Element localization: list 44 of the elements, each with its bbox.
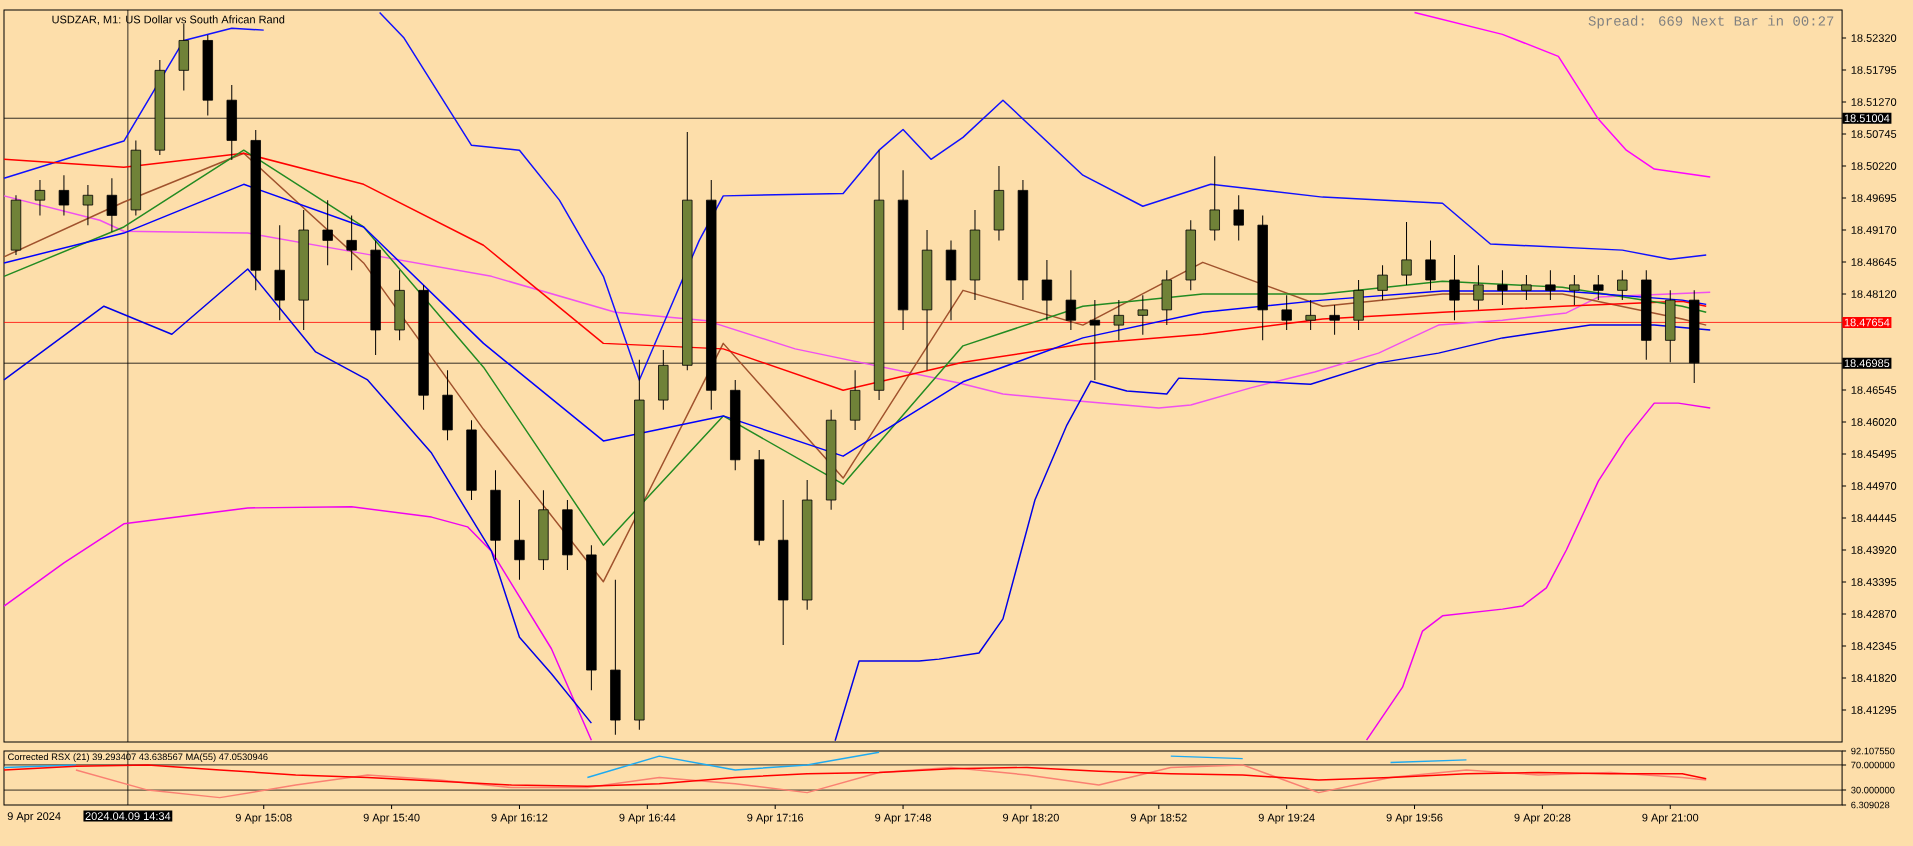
- y-tick-label: 92.107550: [1851, 747, 1895, 755]
- y-tick-label: 6.309028: [1851, 801, 1890, 809]
- y-tick-label: 18.50745: [1851, 130, 1897, 138]
- y-tick-label: 18.45495: [1851, 450, 1897, 458]
- chart-title: USDZAR, M1: US Dollar vs South African Rand: [52, 15, 285, 25]
- ref-line-label: 2024.04.09 14:34: [85, 812, 171, 820]
- y-tick-label: 18.41295: [1851, 706, 1897, 714]
- y-tick-label: 18.49170: [1851, 226, 1897, 234]
- chart-title: Corrected RSX (21) 39.293407 43.638567 MA(55) 47.0530946: [8, 753, 268, 762]
- ref-line-label: 18.46985: [1844, 359, 1890, 368]
- x-tick-label: 9 Apr 21:00: [1642, 813, 1699, 824]
- y-tick-label: 18.43920: [1851, 546, 1897, 554]
- x-tick-label: 9 Apr 20:28: [1514, 813, 1571, 824]
- y-tick-label: 30.000000: [1851, 786, 1895, 794]
- x-tick-label: 9 Apr 16:44: [619, 813, 676, 824]
- y-tick-label: 18.49695: [1851, 194, 1897, 202]
- x-tick-label: 9 Apr 18:52: [1130, 813, 1187, 824]
- y-tick-label: 18.41820: [1851, 674, 1897, 682]
- y-tick-label: 18.46545: [1851, 386, 1897, 394]
- y-tick-label: 70.000000: [1851, 761, 1895, 769]
- x-tick-label: 9 Apr 17:48: [875, 813, 932, 824]
- y-tick-label: 18.52320: [1851, 34, 1897, 42]
- annotation: Spread: 669 Next Bar in 00:27: [1588, 15, 1834, 29]
- x-tick-label: 9 Apr 18:20: [1003, 813, 1059, 824]
- ref-line-label: 18.51004: [1844, 114, 1890, 123]
- y-tick-label: 18.46020: [1851, 418, 1897, 426]
- x-tick-label: 9 Apr 15:08: [235, 813, 292, 824]
- x-tick-label: 9 Apr 15:40: [363, 813, 420, 824]
- y-tick-label: 18.50220: [1851, 162, 1897, 170]
- text: 9 Apr 2024: [7, 812, 61, 823]
- ref-line-label: 18.47654: [1844, 318, 1890, 327]
- y-tick-label: 18.51270: [1851, 98, 1897, 106]
- y-tick-label: 18.51795: [1851, 66, 1897, 74]
- y-tick-label: 18.42870: [1851, 610, 1897, 618]
- x-tick-label: 9 Apr 19:24: [1258, 813, 1315, 824]
- x-tick-label: 9 Apr 17:16: [747, 813, 804, 824]
- y-tick-label: 18.48120: [1851, 290, 1897, 298]
- y-tick-label: 18.44970: [1851, 482, 1897, 490]
- y-tick-label: 18.44445: [1851, 514, 1897, 522]
- y-tick-label: 18.48645: [1851, 258, 1897, 266]
- y-tick-label: 18.42345: [1851, 642, 1897, 650]
- x-tick-label: 9 Apr 16:12: [491, 813, 548, 824]
- y-tick-label: 18.43395: [1851, 578, 1897, 586]
- x-tick-label: 9 Apr 19:56: [1386, 813, 1443, 824]
